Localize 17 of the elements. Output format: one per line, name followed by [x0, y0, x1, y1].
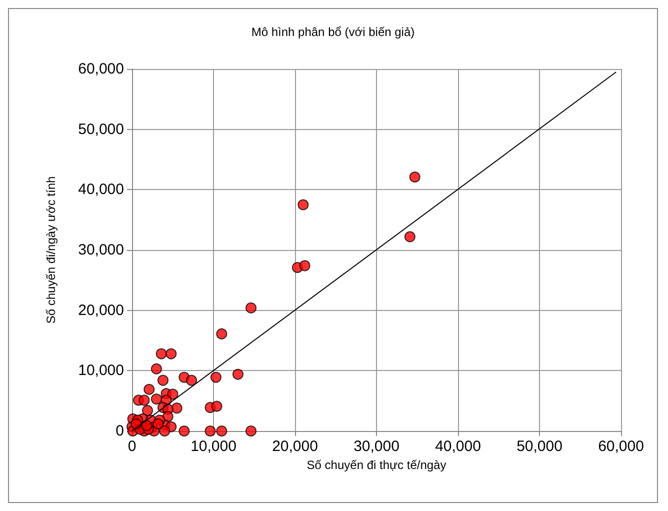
- y-axis-title: Số chuyến đi/ngày ước tính: [44, 176, 58, 324]
- x-tick-label: 40,000: [435, 438, 481, 455]
- x-tick-label: 30,000: [354, 438, 400, 455]
- x-tick-label: 10,000: [190, 438, 236, 455]
- y-tick-label: 40,000: [78, 181, 124, 198]
- y-tick-label: 0: [116, 422, 124, 440]
- y-tick-label: 20,000: [78, 302, 124, 319]
- y-tick-label: 60,000: [78, 60, 124, 78]
- x-tick-label: 60,000: [598, 438, 644, 455]
- x-axis-title: Số chuyến đi thực tế/ngày: [306, 458, 446, 472]
- y-tick-label: 30,000: [78, 242, 124, 258]
- y-tick-label: 10,000: [78, 362, 124, 380]
- chart-title: Mô hình phân bổ (với biến giả): [251, 25, 415, 39]
- y-tick-label: 50,000: [78, 120, 124, 138]
- x-tick-label: 0: [128, 438, 136, 455]
- x-tick-label: 50,000: [516, 438, 562, 455]
- x-tick-label: 20,000: [272, 438, 318, 455]
